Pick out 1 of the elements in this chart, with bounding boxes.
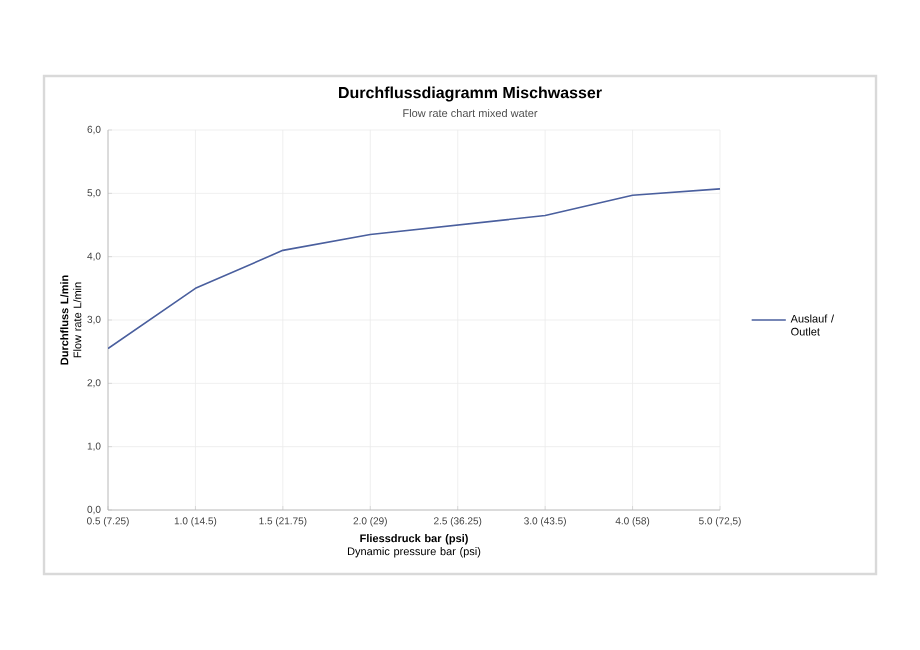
chart-title: Durchflussdiagramm Mischwasser bbox=[339, 86, 602, 102]
